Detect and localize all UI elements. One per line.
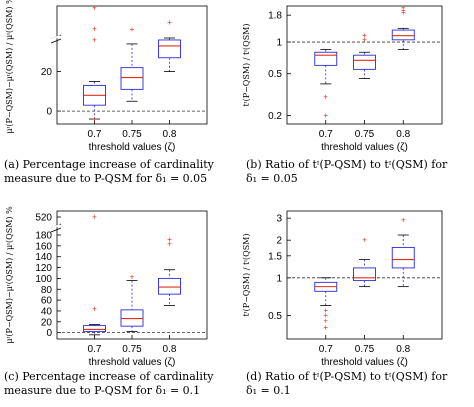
chart-c-ytick-label: 520 xyxy=(35,213,52,224)
chart-c-xtick-label: 0.75 xyxy=(122,344,142,355)
chart-a-ytick-label: 0 xyxy=(46,107,52,118)
chart-d-outlier: + xyxy=(323,323,328,332)
chart-c-ytick-label: 160 xyxy=(35,241,52,252)
chart-c-outlier: + xyxy=(92,304,97,313)
chart-c-ytick-label: 140 xyxy=(35,252,52,263)
chart-d-outlier: + xyxy=(362,236,367,245)
chart-b-ytick-label: 0.5 xyxy=(268,69,282,80)
chart-a-xtick-label: 0.7 xyxy=(88,129,102,140)
chart-c-xtick-label: 0.8 xyxy=(163,344,177,355)
chart-a-xtick-label: 0.8 xyxy=(163,129,177,140)
chart-b-xtick-label: 0.7 xyxy=(319,129,333,140)
chart-d-ytick-label: 1.5 xyxy=(268,251,282,262)
chart-c-ytick-label: 40 xyxy=(41,306,53,317)
chart-c-ytick-label: 60 xyxy=(41,296,53,307)
chart-c-ytick-label: 120 xyxy=(35,263,52,274)
chart-a-ylabel: μᶦ(P−QSM)−μᶦ(QSM) / μᶦ(QSM) % xyxy=(5,0,14,134)
chart-a: 0 20 0.7 + + + +0.75 +0.8 + threshold values (ζ) μ… xyxy=(5,0,208,153)
caption-c-line2: measure due to P-QSM for δ₁ = 0.1 xyxy=(4,384,201,397)
chart-d-ytick-label: 0.5 xyxy=(268,311,282,322)
chart-c-ytick-label: 180 xyxy=(35,231,52,242)
chart-a-outlier: + xyxy=(92,4,97,13)
chart-d-box xyxy=(353,267,376,282)
chart-b-xtick-label: 0.8 xyxy=(396,129,410,140)
chart-b-outlier: + xyxy=(323,93,328,102)
caption-a: (a) Percentage increase of cardinality m… xyxy=(4,158,232,186)
chart-d-xlabel: threshold values (ζ) xyxy=(321,357,408,368)
caption-b: (b) Ratio of tᶦ(P-QSM) to tᶦ(QSM) for δ₁… xyxy=(246,158,474,186)
chart-b-box xyxy=(391,29,415,41)
chart-c-ytick-label: 80 xyxy=(41,285,53,296)
chart-c-axis-break-gap xyxy=(49,224,61,230)
chart-b-ylabel: tᶦ(P−QSM) / tᶦ(QSM) xyxy=(242,24,251,107)
caption-a-line2: measure due to P-QSM for δ₁ = 0.05 xyxy=(4,172,208,185)
chart-c-ytick-label: 20 xyxy=(41,317,53,328)
chart-c-ylabel: μᶦ(P−QSM)−μᶦ(QSM) / μᶦ(QSM) % xyxy=(5,206,14,344)
chart-b-outlier: + xyxy=(401,8,406,17)
chart-d-outlier: + xyxy=(401,216,406,225)
caption-d: (d) Ratio of tᶦ(P-QSM) to tᶦ(QSM) for δ₁… xyxy=(246,370,474,398)
chart-c-outlier: + xyxy=(92,213,97,222)
chart-b-outlier: + xyxy=(323,111,328,120)
chart-b-outlier: + xyxy=(401,4,406,13)
chart-c-box xyxy=(158,277,181,295)
chart-a-outlier: + xyxy=(92,115,97,124)
chart-b-outlier: + xyxy=(362,31,367,40)
chart-b: 0.20.511.80.7++0.75++0.8+++threshold val… xyxy=(242,4,443,153)
chart-d-ylabel: tᶦ(P−QSM) / tᶦ(QSM) xyxy=(242,234,251,317)
chart-c: 0204060801001201401601805200.7++0.75+0.8… xyxy=(5,206,208,368)
chart-d-outlier: + xyxy=(323,306,328,315)
chart-d-outlier: + xyxy=(323,317,328,326)
chart-c-outlier: + xyxy=(167,235,172,244)
chart-c-ytick-label: 100 xyxy=(35,274,52,285)
caption-d-line2: δ₁ = 0.1 xyxy=(246,384,291,397)
chart-a-box xyxy=(158,39,181,59)
chart-b-xtick-label: 0.75 xyxy=(355,129,375,140)
chart-b-outlier: + xyxy=(401,6,406,15)
caption-c: (c) Percentage increase of cardinality m… xyxy=(4,370,232,398)
caption-b-line1: (b) Ratio of tᶦ(P-QSM) to tᶦ(QSM) for xyxy=(246,158,448,171)
chart-a-axis-break-gap xyxy=(49,35,61,41)
chart-a-box xyxy=(120,67,144,90)
chart-d-outlier: + xyxy=(323,311,328,320)
chart-a-outlier: + xyxy=(167,18,172,27)
chart-d-ytick-label: 3 xyxy=(276,214,282,225)
chart-b-ytick-label: 1 xyxy=(276,38,282,49)
chart-d-xtick-label: 0.8 xyxy=(396,344,410,355)
chart-b-ytick-label: 0.2 xyxy=(268,111,282,122)
chart-c-outlier: + xyxy=(130,272,135,281)
chart-a-outlier: + xyxy=(92,35,97,44)
chart-d-box xyxy=(391,246,415,269)
caption-c-line1: (c) Percentage increase of cardinality xyxy=(4,370,214,383)
chart-d-ytick-label: 1 xyxy=(276,273,282,284)
chart-d-xtick-label: 0.7 xyxy=(319,344,333,355)
chart-d-xtick-label: 0.75 xyxy=(355,344,375,355)
caption-a-line1: (a) Percentage increase of cardinality xyxy=(4,158,214,171)
chart-b-ytick-label: 1.8 xyxy=(268,11,282,22)
chart-c-xtick-label: 0.7 xyxy=(88,344,102,355)
chart-c-xlabel: threshold values (ζ) xyxy=(89,357,176,368)
chart-a-xtick-label: 0.75 xyxy=(122,129,142,140)
chart-c-ytick-label: 0 xyxy=(46,328,52,339)
chart-a-xlabel: threshold values (ζ) xyxy=(89,142,176,153)
chart-c-box xyxy=(83,325,106,333)
chart-b-xlabel: threshold values (ζ) xyxy=(321,142,408,153)
caption-b-line2: δ₁ = 0.05 xyxy=(246,172,298,185)
chart-b-outlier: + xyxy=(362,35,367,44)
chart-a-outlier: + xyxy=(92,24,97,33)
chart-a-outlier: + xyxy=(130,25,135,34)
chart-d-ytick-label: 2 xyxy=(276,236,282,247)
chart-c-outlier: + xyxy=(167,240,172,249)
chart-a-ytick-label: 20 xyxy=(41,67,53,78)
chart-b-box xyxy=(353,54,376,70)
chart-b-box xyxy=(314,51,338,66)
caption-d-line1: (d) Ratio of tᶦ(P-QSM) to tᶦ(QSM) for xyxy=(246,370,448,383)
